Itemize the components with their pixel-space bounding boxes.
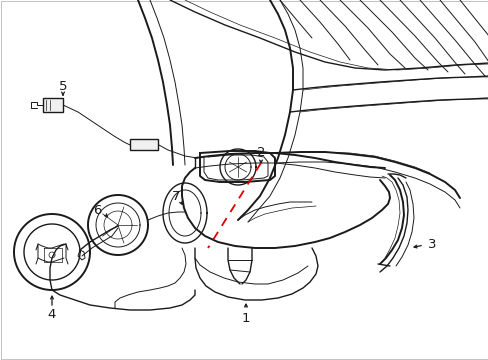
Text: 5: 5 xyxy=(59,80,67,93)
Text: 6: 6 xyxy=(93,203,101,216)
Text: 3: 3 xyxy=(427,238,435,251)
Polygon shape xyxy=(224,154,250,180)
Polygon shape xyxy=(96,203,140,247)
FancyBboxPatch shape xyxy=(43,98,63,112)
Text: 4: 4 xyxy=(48,309,56,321)
Polygon shape xyxy=(169,190,201,236)
Polygon shape xyxy=(49,252,55,258)
FancyBboxPatch shape xyxy=(130,139,158,150)
Text: 1: 1 xyxy=(241,311,250,324)
Polygon shape xyxy=(163,183,206,243)
Text: 7: 7 xyxy=(171,189,180,202)
Polygon shape xyxy=(14,214,90,290)
Text: 2: 2 xyxy=(256,145,264,158)
Polygon shape xyxy=(220,149,256,185)
Polygon shape xyxy=(88,195,148,255)
Polygon shape xyxy=(104,211,132,239)
Polygon shape xyxy=(24,224,80,280)
